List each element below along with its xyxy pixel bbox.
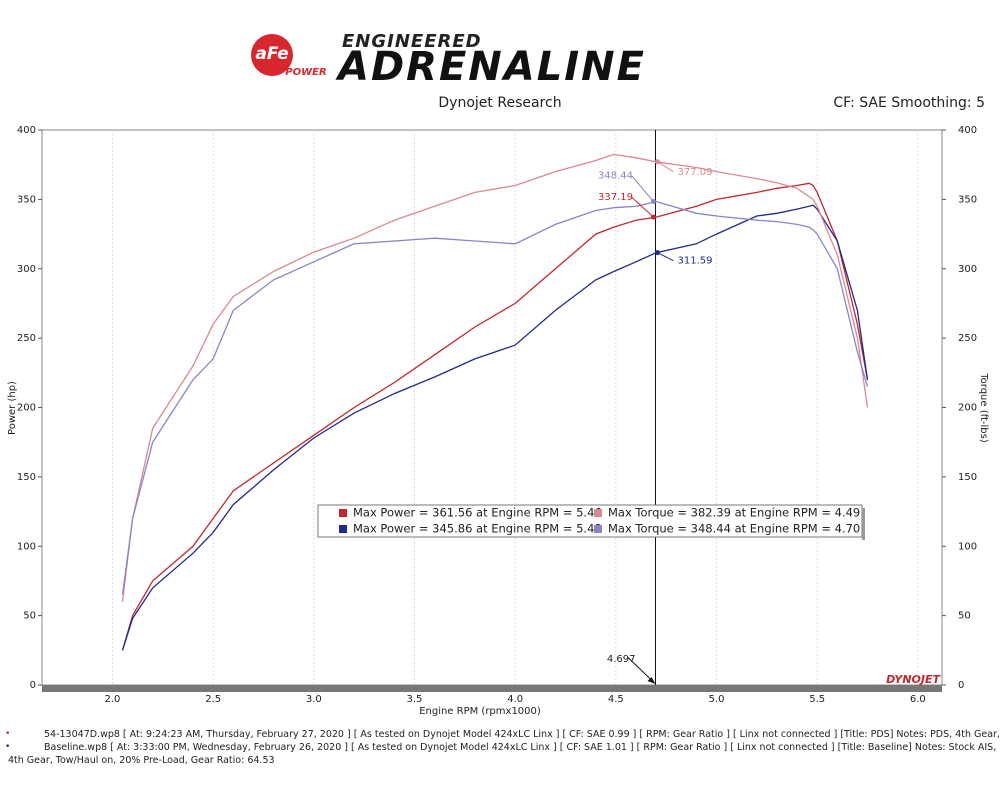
- y-tick-label: 50: [23, 611, 36, 622]
- logo-sub: POWER: [285, 67, 326, 78]
- y2-tick-label: 400: [958, 125, 977, 136]
- y2-tick-label: 50: [958, 611, 971, 622]
- y-tick-label: 350: [17, 194, 36, 205]
- x-tick-label: 6.0: [910, 694, 926, 705]
- label-arrow: [657, 252, 674, 262]
- label-arrow: [631, 175, 654, 202]
- footer-text: Baseline.wp8 [ At: 3:33:00 PM, Wednesday…: [8, 742, 997, 766]
- label-arrowhead: [654, 159, 660, 165]
- footer-line: • 54-13047D.wp8 [ At: 9:24:23 AM, Thursda…: [0, 728, 1000, 741]
- data-label: 377.09: [677, 167, 712, 178]
- y2-tick-label: 300: [958, 264, 977, 275]
- x-axis-title: Engine RPM (rpmx1000): [419, 706, 541, 717]
- x-tick-label: 4.0: [507, 694, 523, 705]
- legend-box: [317, 504, 863, 538]
- chart-title: Dynojet Research: [438, 95, 561, 111]
- legend-swatch: [594, 509, 602, 517]
- series-line: [121, 204, 869, 651]
- watermark: DYNOJET: [886, 673, 941, 686]
- brand: ADRENALINE: [335, 44, 646, 90]
- logo-text: aFe: [255, 44, 288, 64]
- series-line: [121, 200, 869, 595]
- y-axis-title: Power (hp): [7, 381, 18, 435]
- cursor-arrow: [627, 656, 653, 682]
- y-tick-label: 300: [17, 264, 36, 275]
- data-label: 348.44: [598, 171, 633, 182]
- chart-subtitle: CF: SAE Smoothing: 5: [833, 95, 985, 111]
- legend-label: Max Torque = 348.44 at Engine RPM = 4.70: [608, 522, 860, 536]
- y-tick-label: 0: [30, 680, 36, 691]
- y2-tick-label: 250: [958, 333, 977, 344]
- logo-badge: [251, 34, 293, 76]
- y-tick-label: 200: [17, 403, 36, 414]
- label-arrowhead: [650, 214, 656, 220]
- data-label: 311.59: [677, 256, 712, 267]
- y-tick-label: 250: [17, 333, 36, 344]
- y-tick-label: 400: [17, 125, 36, 136]
- legend-swatch: [594, 525, 602, 533]
- legend-label: Max Power = 361.56 at Engine RPM = 5.46: [353, 506, 602, 520]
- y2-tick-label: 0: [958, 680, 964, 691]
- label-arrowhead: [650, 199, 656, 205]
- cursor-arrowhead: [647, 677, 656, 684]
- footer-line: • Baseline.wp8 [ At: 3:33:00 PM, Wednesda…: [5, 742, 997, 766]
- y-tick-label: 100: [17, 541, 36, 552]
- cursor-label: 4.697: [607, 654, 636, 665]
- y2-tick-label: 150: [958, 472, 977, 483]
- y2-tick-label: 200: [958, 403, 977, 414]
- x-tick-label: 2.5: [205, 694, 221, 705]
- data-label: 337.19: [598, 192, 633, 203]
- x-tick-label: 4.5: [608, 694, 624, 705]
- x-tick-label: 2.0: [105, 694, 121, 705]
- chart: aFe POWER ENGINEERED ADRENALINE Dynojet …: [7, 31, 989, 717]
- legend-shadow: [862, 508, 865, 540]
- footer-text: 54-13047D.wp8 [ At: 9:24:23 AM, Thursday…: [44, 729, 1000, 740]
- y-tick-label: 150: [17, 472, 36, 483]
- x-tick-label: 3.5: [407, 694, 423, 705]
- legend-label: Max Torque = 382.39 at Engine RPM = 4.49: [608, 506, 860, 520]
- label-arrow: [657, 161, 674, 173]
- tagline: ENGINEERED: [342, 31, 482, 52]
- legend-label: Max Power = 345.86 at Engine RPM = 5.48: [353, 522, 602, 536]
- y2-tick-label: 350: [958, 194, 977, 205]
- x-tick-label: 5.5: [809, 694, 825, 705]
- plot-frame: [41, 129, 943, 686]
- label-arrow: [631, 196, 654, 218]
- x-tick-label: 3.0: [306, 694, 322, 705]
- footer: • 54-13047D.wp8 [ At: 9:24:23 AM, Thursda…: [0, 728, 1000, 767]
- legend-swatch: [339, 509, 347, 517]
- y2-axis-title: Torque (ft-lbs): [978, 372, 989, 443]
- legend-swatch: [339, 525, 347, 533]
- x-tick-label: 5.0: [709, 694, 725, 705]
- x-axis-bar: [42, 685, 942, 692]
- series-line: [121, 153, 869, 602]
- y2-tick-label: 100: [958, 541, 977, 552]
- series-line: [121, 182, 869, 651]
- label-arrowhead: [654, 250, 660, 256]
